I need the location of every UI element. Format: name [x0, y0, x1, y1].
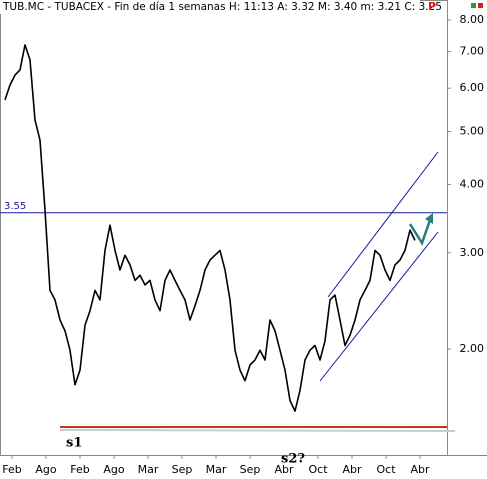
x-tick-label: Feb	[70, 463, 89, 476]
level-label: 3.55	[4, 201, 26, 212]
y-tick-label: 8.00	[460, 13, 485, 26]
x-tick-label: Oct	[376, 463, 396, 476]
indicator	[478, 3, 483, 8]
x-tick-label: Ago	[35, 463, 57, 476]
x-tick-label: Feb	[2, 463, 21, 476]
annotation: s1	[66, 436, 82, 451]
x-tick-label: Sep	[240, 463, 261, 476]
y-tick-label: 6.00	[460, 81, 485, 94]
x-tick-label: Sep	[172, 463, 193, 476]
indicator	[471, 3, 476, 8]
y-tick-label: 4.00	[460, 177, 485, 190]
channel-upper	[327, 151, 439, 298]
chart-title: TUB.MC - TUBACEX - Fin de día 1 semanas …	[2, 1, 442, 13]
annotation: s2?	[281, 452, 305, 467]
title-box	[0, 0, 420, 14]
flag: P	[428, 0, 436, 13]
y-tick-label: 3.00	[460, 246, 485, 259]
y-tick-label: 7.00	[460, 45, 485, 58]
channel-lower	[319, 231, 439, 382]
x-tick-label: Abr	[342, 463, 362, 476]
x-tick-label: Mar	[206, 463, 227, 476]
y-tick-label: 5.00	[460, 124, 485, 137]
y-tick-label: 2.00	[460, 342, 485, 355]
x-tick-label: Ago	[103, 463, 125, 476]
x-tick-label: Abr	[274, 463, 294, 476]
forecast-arrow	[408, 219, 432, 246]
support-shadow	[59, 429, 456, 432]
arrow-head	[425, 213, 433, 224]
x-tick-label: Mar	[138, 463, 159, 476]
x-tick-label: Abr	[410, 463, 430, 476]
price-line	[4, 44, 416, 412]
x-tick-label: Oct	[308, 463, 328, 476]
